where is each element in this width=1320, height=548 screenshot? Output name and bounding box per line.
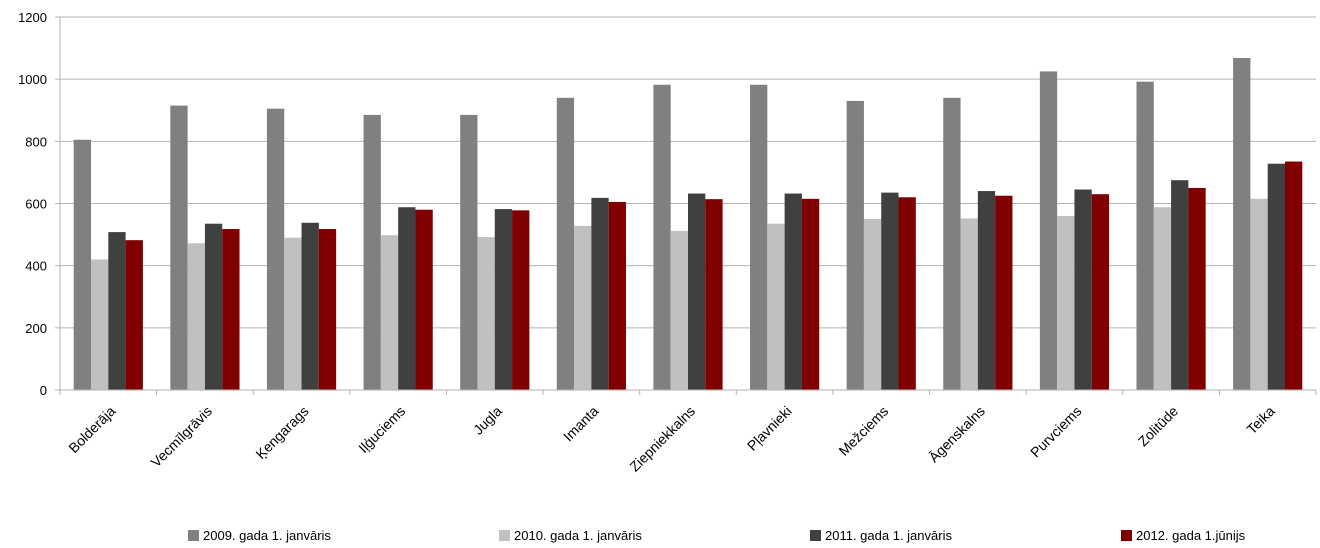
legend-label: 2011. gada 1. janvāris <box>825 528 952 543</box>
x-tick-label: Ziepniekkalns <box>626 403 698 475</box>
bar <box>1136 81 1154 391</box>
x-tick-label: Teika <box>1243 403 1278 438</box>
bar <box>1153 207 1172 390</box>
y-tick-label: 1200 <box>18 10 47 25</box>
bar <box>881 192 899 390</box>
bar <box>846 100 864 391</box>
legend-item: 2009. gada 1. janvāris <box>188 528 331 543</box>
bar <box>767 223 785 390</box>
legend-item: 2012. gada 1.jūnijs <box>1121 528 1245 543</box>
legend-swatch <box>188 530 199 541</box>
bar <box>398 207 416 390</box>
bar <box>574 225 592 390</box>
bar <box>284 237 302 390</box>
x-tick-label: Āgenskalns <box>925 403 988 466</box>
bar <box>318 228 337 390</box>
bar <box>688 193 706 390</box>
x-tick-label: Purvciems <box>1027 403 1085 461</box>
y-tick-label: 800 <box>25 134 47 149</box>
bar <box>653 84 671 391</box>
legend-label: 2010. gada 1. janvāris <box>514 528 642 543</box>
y-tick-label: 600 <box>25 197 47 212</box>
bar <box>108 232 126 390</box>
x-tick-label: Bolderāja <box>65 403 118 456</box>
y-axis-ticks: 0 200 400 600 800 1000 1200 <box>18 10 60 398</box>
bar <box>477 237 495 390</box>
bar <box>73 139 92 390</box>
x-tick-label: Mežciems <box>835 403 891 459</box>
x-tick-label: Jugla <box>470 403 505 438</box>
bar <box>187 243 205 390</box>
bar <box>784 193 802 390</box>
x-tick-label: Pļavnieki <box>744 403 795 454</box>
bar <box>125 240 143 390</box>
bar <box>863 219 882 390</box>
bar <box>801 198 820 390</box>
legend-swatch <box>499 530 510 541</box>
bar-chart: 0 200 400 600 800 1000 1200 Bolderāja Vecmīlgrā… <box>18 10 1317 475</box>
y-tick-label: 0 <box>40 383 47 398</box>
legend-label: 2009. gada 1. janvāris <box>203 528 331 543</box>
bar <box>995 195 1013 390</box>
y-tick-label: 200 <box>25 321 47 336</box>
bar <box>670 230 688 390</box>
bar <box>1284 161 1303 390</box>
x-tick-label: Imanta <box>560 403 602 445</box>
bar <box>204 223 223 390</box>
x-tick-label: Vecmīlgrāvis <box>148 403 215 470</box>
bar <box>977 191 996 390</box>
legend-item: 2011. gada 1. janvāris <box>810 528 952 543</box>
bar <box>705 199 723 390</box>
bar <box>222 228 240 390</box>
bar <box>960 218 978 390</box>
x-tick-label: Ķengarags <box>252 403 311 462</box>
bar <box>1250 198 1268 390</box>
bar <box>460 114 478 390</box>
legend-swatch <box>810 530 821 541</box>
bar <box>1267 163 1285 390</box>
bar <box>512 210 530 390</box>
bar <box>1039 71 1058 390</box>
bar <box>363 114 381 390</box>
bar <box>1188 187 1206 390</box>
bar <box>556 97 575 391</box>
bar <box>943 97 961 391</box>
legend: 2009. gada 1. janvāris 2010. gada 1. janv… <box>0 528 1320 548</box>
legend-swatch <box>1121 530 1132 541</box>
bar <box>1091 194 1110 390</box>
bar <box>608 201 626 390</box>
bar <box>380 235 399 390</box>
bar <box>266 108 285 390</box>
bar <box>750 84 768 391</box>
bar <box>591 197 609 390</box>
bar <box>1074 189 1092 390</box>
bars <box>73 58 1303 391</box>
y-tick-label: 1000 <box>18 72 47 87</box>
bar <box>415 209 433 390</box>
axes <box>59 17 1317 395</box>
bar <box>91 259 109 390</box>
bar <box>301 222 319 390</box>
bar <box>1171 180 1189 390</box>
bar <box>1057 215 1075 390</box>
bar <box>898 197 916 390</box>
legend-label: 2012. gada 1.jūnijs <box>1136 528 1246 543</box>
x-tick-label: Iļģuciems <box>355 403 408 456</box>
y-tick-label: 400 <box>25 259 47 274</box>
bar <box>170 105 188 391</box>
bar <box>494 209 513 390</box>
legend-item: 2010. gada 1. janvāris <box>499 528 642 543</box>
bar <box>1233 58 1251 390</box>
x-axis-labels: Bolderāja Vecmīlgrāvis Ķengarags Iļģuciems J… <box>65 403 1278 475</box>
x-tick-label: Zolitūde <box>1135 403 1182 450</box>
